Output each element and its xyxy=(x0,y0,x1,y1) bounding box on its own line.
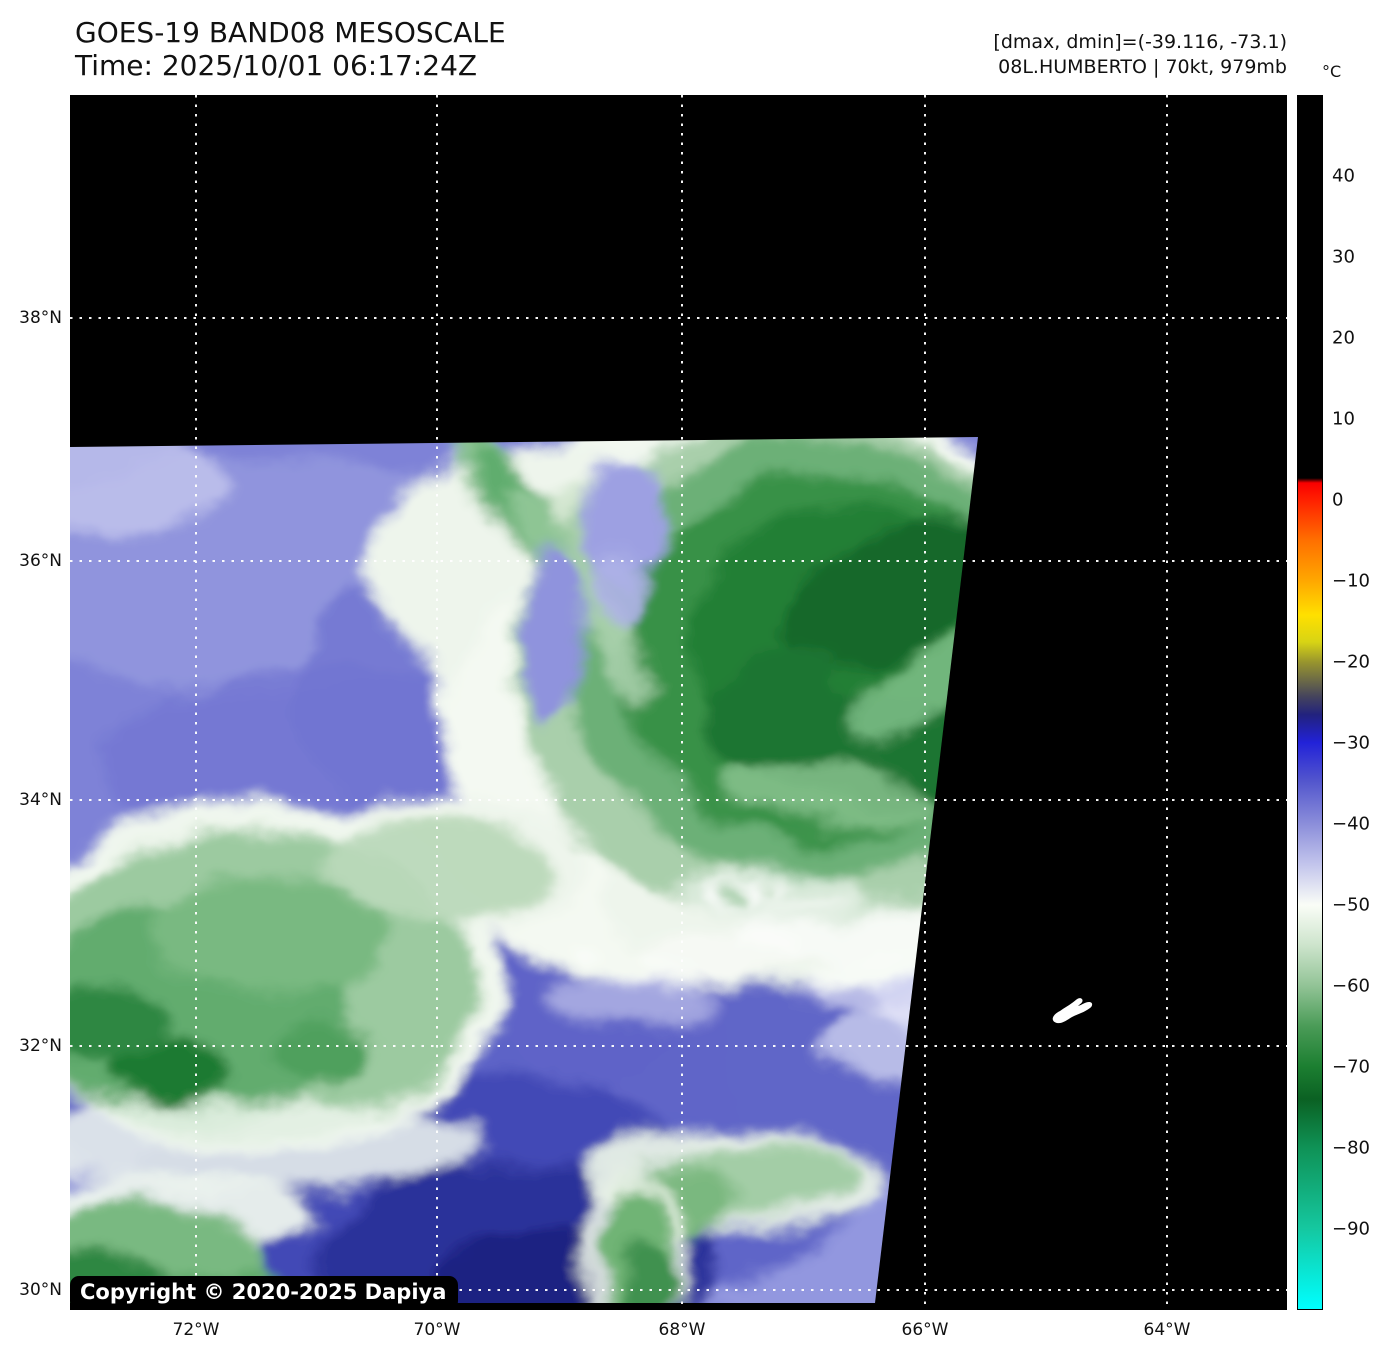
colorbar-tick-m20: −20 xyxy=(1332,651,1370,673)
colorbar-tick-10: 10 xyxy=(1332,408,1355,430)
colorbar-tick-m90: −90 xyxy=(1332,1218,1370,1240)
satellite-image xyxy=(70,95,1287,1310)
data-swath xyxy=(70,437,978,1303)
gridlines xyxy=(70,95,1287,1310)
copyright-badge: Copyright © 2020-2025 Dapiya xyxy=(70,1276,459,1310)
lon-tick-70w: 70°W xyxy=(413,1320,461,1340)
colorbar-tick-m60: −60 xyxy=(1332,975,1370,997)
colorbar-tick-40: 40 xyxy=(1332,165,1355,187)
left-cloud-mass xyxy=(70,795,590,1190)
colorbar-tick-0: 0 xyxy=(1332,489,1344,511)
colorbar-tick-m40: −40 xyxy=(1332,813,1370,835)
lat-tick-34n: 34°N xyxy=(19,790,62,810)
lon-tick-72w: 72°W xyxy=(172,1320,220,1340)
lon-tick-64w: 64°W xyxy=(1143,1320,1191,1340)
colorbar xyxy=(1297,95,1323,1310)
storm-info: 08L.HUMBERTO | 70kt, 979mb xyxy=(998,56,1287,78)
lon-tick-68w: 68°W xyxy=(658,1320,706,1340)
colorbar-tick-m10: −10 xyxy=(1332,570,1370,592)
lat-tick-30n: 30°N xyxy=(19,1280,62,1300)
colorbar-tick-m70: −70 xyxy=(1332,1056,1370,1078)
colorbar-tick-m80: −80 xyxy=(1332,1137,1370,1159)
colorbar-tick-20: 20 xyxy=(1332,327,1355,349)
lat-tick-38n: 38°N xyxy=(19,308,62,328)
lat-tick-36n: 36°N xyxy=(19,551,62,571)
timestamp: Time: 2025/10/01 06:17:24Z xyxy=(75,49,478,82)
page-title: GOES-19 BAND08 MESOSCALE xyxy=(75,16,506,49)
colorbar-tick-m50: −50 xyxy=(1332,894,1370,916)
bottom-cloud-band xyxy=(580,1130,885,1303)
lat-tick-32n: 32°N xyxy=(19,1036,62,1056)
bermuda-island xyxy=(1052,998,1093,1024)
colorbar-tick-m30: −30 xyxy=(1332,732,1370,754)
colorbar-unit-label: °C xyxy=(1322,62,1342,81)
dmax-dmin-readout: [dmax, dmin]=(-39.116, -73.1) xyxy=(993,31,1287,53)
lon-tick-66w: 66°W xyxy=(901,1320,949,1340)
colorbar-tick-30: 30 xyxy=(1332,246,1355,268)
satellite-map: Copyright © 2020-2025 Dapiya xyxy=(70,95,1287,1310)
